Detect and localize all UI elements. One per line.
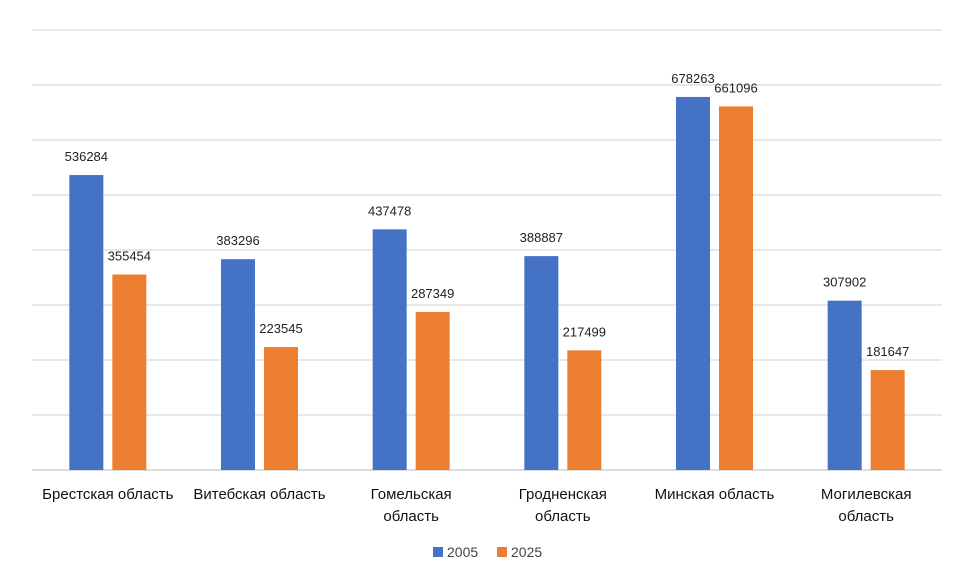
- legend: 2005 2025: [433, 544, 542, 560]
- bar-2025-3: [567, 350, 602, 470]
- value-label-2025-3: 217499: [563, 324, 606, 339]
- value-label-2025-1: 223545: [259, 321, 302, 336]
- value-label-2005-0: 536284: [65, 149, 108, 164]
- legend-label-2005: 2005: [447, 544, 478, 560]
- value-label-2005-5: 307902: [823, 275, 866, 290]
- bar-2025-1: [264, 347, 298, 470]
- value-label-2025-0: 355454: [108, 249, 151, 264]
- bar-2005-1: [221, 259, 255, 470]
- category-label: Гродненская: [519, 486, 607, 503]
- category-label: Могилевская: [821, 486, 912, 503]
- category-label: Витебская область: [193, 486, 325, 503]
- value-label-2025-4: 661096: [714, 80, 757, 95]
- value-labels: 536284 355454 383296 223545 437478 287349 3888…: [65, 71, 910, 359]
- bar-2025-5: [870, 370, 905, 470]
- bar-2025-2: [415, 311, 450, 470]
- value-label-2025-2: 287349: [411, 286, 454, 301]
- bar-2005-0: [69, 175, 104, 470]
- category-label: Гомельская: [371, 486, 452, 503]
- bar-2025-4: [719, 106, 753, 470]
- value-label-2005-3: 388887: [520, 230, 563, 245]
- legend-label-2025: 2025: [511, 544, 542, 560]
- bar-2005-5: [827, 300, 862, 470]
- legend-swatch-2005: [433, 547, 443, 557]
- category-label: Брестская область: [42, 486, 173, 503]
- value-label-2005-2: 437478: [368, 203, 411, 218]
- value-label-2005-4: 678263: [671, 71, 714, 86]
- category-label: область: [838, 508, 894, 525]
- category-label: Минская область: [655, 486, 775, 503]
- bar-2005-4: [676, 96, 710, 470]
- value-label-2025-5: 181647: [866, 344, 909, 359]
- bar-2005-2: [372, 229, 407, 470]
- category-labels: Брестская область Витебская область Гомель…: [42, 486, 911, 525]
- bar-2025-0: [112, 274, 147, 470]
- value-label-2005-1: 383296: [216, 233, 259, 248]
- category-label: область: [383, 508, 439, 525]
- legend-swatch-2025: [497, 547, 507, 557]
- gridlines: [32, 29, 942, 471]
- bars: [69, 96, 905, 470]
- category-label: область: [535, 508, 591, 525]
- bar-2005-3: [524, 256, 559, 470]
